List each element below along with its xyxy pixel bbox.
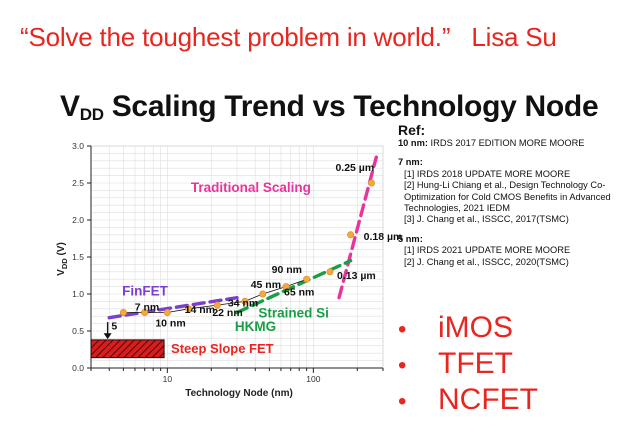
title-rest: Scaling Trend vs Technology Node: [103, 90, 599, 123]
point-label: 45 nm: [251, 279, 281, 291]
chart-axes: 0.0 0.5 1.0 1.5 2.0 2.5 3.0 10 100 Technology Nod…: [56, 141, 384, 399]
point-label: 65 nm: [284, 287, 314, 299]
point-label: 0.25 µm: [335, 162, 374, 174]
y-axis-title: VDD (V): [56, 242, 69, 276]
steep-slope-region: [90, 339, 165, 359]
data-point: [119, 308, 127, 316]
ref-block: 10 nm: IRDS 2017 EDITION MORE MOORE: [398, 138, 634, 149]
x-tick-label: 100: [306, 374, 320, 384]
bullet-text: TFET: [438, 347, 513, 380]
ref-line: [3] J. Chang et al., ISSCC, 2017(TSMC): [404, 214, 569, 225]
chart-grid: [90, 145, 384, 369]
quote-author: Lisa Su: [471, 22, 557, 52]
y-tick-label: 3.0: [72, 141, 84, 151]
arrow-head: [103, 333, 112, 340]
bullet-text: NCFET: [438, 383, 538, 416]
point-label: 90 nm: [272, 264, 302, 276]
point-label: 0.13 µm: [337, 270, 376, 282]
point-label: 7 nm: [135, 302, 160, 314]
data-point: [259, 290, 267, 298]
data-point: [213, 301, 221, 309]
data-point: [163, 308, 171, 316]
quote-text: “Solve the toughest problem in world.”: [20, 22, 451, 52]
y-axis-title-sub: DD: [60, 258, 69, 269]
y-tick-label: 0.0: [72, 363, 84, 373]
chart-annotation: Strained Si: [258, 306, 329, 321]
bullet-dot: •: [398, 388, 407, 415]
title-sub: DD: [79, 105, 104, 124]
data-points: [119, 179, 375, 316]
point-label: 22 nm: [212, 307, 242, 319]
x-axis-title: Technology Node (nm): [185, 388, 293, 399]
ref-node: 10 nm:: [398, 138, 428, 148]
data-point: [326, 268, 334, 276]
title-v: V: [60, 90, 80, 123]
refs-heading: Ref:: [398, 122, 426, 138]
references-panel: Ref: 10 nm: IRDS 2017 EDITION MORE MOORE…: [398, 123, 634, 276]
point-label: 0.18 µm: [364, 231, 403, 243]
ref-line: [1] IRDS 2018 UPDATE MORE MOORE: [404, 168, 571, 179]
annotations: Traditional Scaling FinFET Strained SiHKMG…: [90, 180, 329, 359]
ref-line: [1] IRDS 2021 UPDATE MORE MOORE: [404, 245, 571, 256]
chart-annotation: HKMG: [235, 319, 276, 334]
data-point: [282, 283, 290, 291]
bullet-item: • iMOS: [398, 310, 538, 346]
ref-line: [2] J. Chang et al., ISSCC, 2020(TSMC): [404, 256, 569, 267]
x-tick-label: 10: [163, 374, 173, 384]
y-tick-label: 0.5: [72, 326, 84, 336]
chart-annotation: Steep Slope FET: [171, 341, 274, 356]
quote: “Solve the toughest problem in world.” L…: [20, 22, 557, 53]
chart-annotation: Traditional Scaling: [191, 180, 311, 195]
ref-inline: IRDS 2017 EDITION MORE MOORE: [427, 138, 585, 148]
bullet-dot: •: [398, 316, 407, 343]
bullet-item: • NCFET: [398, 382, 538, 418]
ref-node: 7 nm:: [398, 157, 423, 168]
data-point: [347, 231, 355, 239]
point-label: 34 nm: [228, 297, 258, 309]
chart-annotation: FinFET: [122, 283, 168, 298]
bullet-list: • iMOS • TFET • NCFET: [398, 310, 538, 418]
data-point: [185, 305, 193, 313]
y-axis-title-unit: (V): [56, 242, 67, 258]
y-tick-label: 2.5: [72, 178, 84, 188]
slide-title: VDD Scaling Trend vs Technology Node: [60, 90, 599, 124]
data-point: [303, 275, 311, 283]
point-label: 10 nm: [155, 318, 185, 330]
ref-block: 7 nm: [1] IRDS 2018 UPDATE MORE MOORE [2] …: [398, 157, 634, 225]
y-tick-label: 1.5: [72, 252, 84, 262]
bullet-item: • TFET: [398, 346, 538, 382]
data-point: [141, 308, 149, 316]
point-label: 14 nm: [185, 304, 215, 316]
y-tick-label: 2.0: [72, 215, 84, 225]
trend-line-2: [107, 296, 239, 320]
y-tick-label: 1.0: [72, 289, 84, 299]
ref-block: 5 nm: [1] IRDS 2021 UPDATE MORE MOORE [2] …: [398, 234, 634, 268]
ref-line: [2] Hung-Li Chiang et al., Design Techno…: [404, 180, 611, 214]
data-point: [241, 297, 249, 305]
data-point: [367, 179, 375, 187]
bullet-dot: •: [398, 352, 407, 379]
ref-node: 5 nm:: [398, 233, 423, 244]
y-axis-title-v: V: [56, 269, 67, 276]
bullet-text: iMOS: [438, 311, 513, 344]
point-label: 5: [111, 321, 117, 333]
